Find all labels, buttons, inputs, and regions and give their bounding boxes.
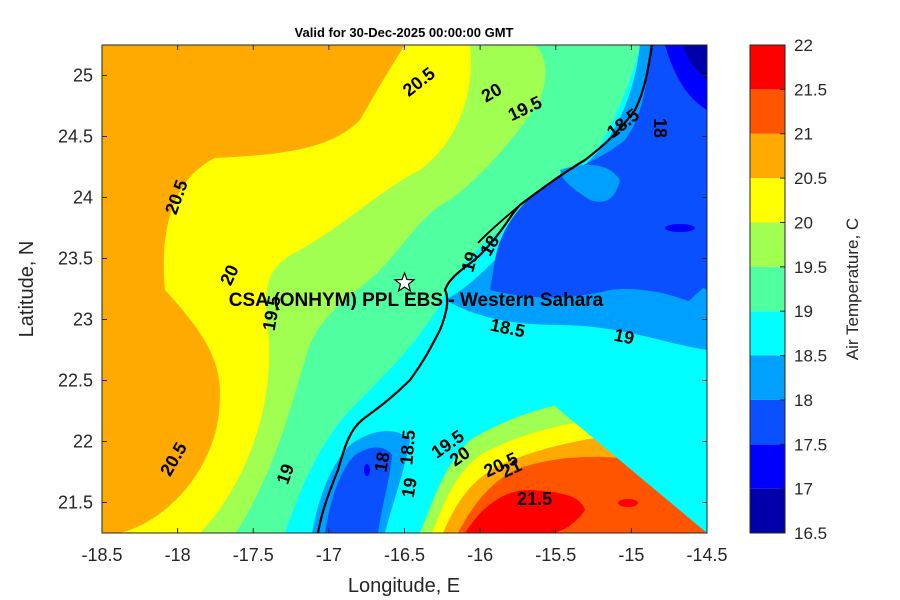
band-18-18.5-east-pocket bbox=[670, 285, 707, 345]
contour-label: 18 bbox=[371, 450, 394, 473]
colorbar-tick-label: 16.5 bbox=[794, 524, 827, 543]
colorbar-tick-label: 19 bbox=[794, 302, 813, 321]
coastline-inlet bbox=[477, 204, 521, 244]
colorbar-tick-label: 20 bbox=[794, 213, 813, 232]
colorbar-tick-label: 22 bbox=[794, 36, 813, 55]
site-star-marker bbox=[393, 271, 416, 293]
x-tick-label: -16 bbox=[467, 545, 493, 565]
x-tick-label: -15 bbox=[618, 545, 644, 565]
y-tick-label: 23.5 bbox=[58, 249, 93, 269]
band-21.5-22-spot bbox=[618, 499, 638, 507]
y-tick-label: 24 bbox=[73, 188, 93, 208]
y-tick-label: 23 bbox=[73, 310, 93, 330]
x-axis-label: Longitude, E bbox=[348, 575, 460, 597]
contour-label: 18.5 bbox=[396, 429, 419, 466]
band-16.5-17 bbox=[683, 45, 707, 80]
colorbar-segment bbox=[750, 355, 785, 400]
contour-label: 18 bbox=[650, 118, 670, 138]
y-tick-label: 24.5 bbox=[58, 127, 93, 147]
colorbar-segment bbox=[750, 45, 785, 90]
chart-title: Valid for 30-Dec-2025 00:00:00 GMT bbox=[295, 25, 514, 40]
colorbar-segment bbox=[750, 222, 785, 267]
colorbar-tick-label: 17 bbox=[794, 480, 813, 499]
x-tick-label: -15.5 bbox=[535, 545, 576, 565]
colorbar-tick-label: 17.5 bbox=[794, 435, 827, 454]
colorbar-segment bbox=[750, 266, 785, 312]
band-17.5-18-east bbox=[640, 148, 707, 290]
colorbar-segment bbox=[750, 444, 785, 489]
colorbar-tick-label: 21 bbox=[794, 125, 813, 144]
colorbar-segment bbox=[750, 488, 785, 533]
contour-label: 19 bbox=[398, 476, 421, 499]
colorbar-tick-label: 20.5 bbox=[794, 169, 827, 188]
colorbar-tick-label: 18 bbox=[794, 391, 813, 410]
colorbar-tick-label: 21.5 bbox=[794, 80, 827, 99]
contour-label: 19 bbox=[612, 325, 636, 349]
x-tick-label: -18 bbox=[165, 545, 191, 565]
y-tick-label: 22.5 bbox=[58, 371, 93, 391]
colorbar-segment bbox=[750, 311, 785, 356]
site-label: CSA (ONHYM) PPL EBS - Western Sahara bbox=[229, 290, 604, 311]
contour-fill-layer bbox=[102, 45, 707, 533]
x-tick-label: -16.5 bbox=[384, 545, 425, 565]
x-tick-label: -18.5 bbox=[81, 545, 122, 565]
x-tick-label: -17.5 bbox=[233, 545, 274, 565]
coastline-layer bbox=[316, 45, 654, 533]
colorbar-label: Air Temperature, C bbox=[843, 218, 862, 360]
site-layer: CSA (ONHYM) PPL EBS - Western Sahara bbox=[229, 271, 604, 311]
band-18.5-19-east bbox=[440, 310, 707, 533]
y-tick-label: 21.5 bbox=[58, 493, 93, 513]
coastline bbox=[316, 45, 654, 533]
y-tick-label: 25 bbox=[73, 66, 93, 86]
band-17.5-18-south bbox=[325, 447, 392, 533]
x-axis: -18.5 -18 -17.5 -17 -16.5 -16 -15.5 -15 -14.5 bbox=[81, 45, 728, 565]
y-axis: 21.5 22 22.5 23 23.5 24 24.5 25 bbox=[58, 66, 707, 513]
y-axis-label: Latitude, N bbox=[16, 241, 38, 338]
colorbar-segment bbox=[750, 178, 785, 223]
colorbar-tick-label: 18.5 bbox=[794, 347, 827, 366]
band-17-17.5-east-spot bbox=[665, 224, 695, 232]
band-17-17.5-south-spot bbox=[364, 464, 370, 476]
colorbar-tick-label: 19.5 bbox=[794, 258, 827, 277]
x-tick-label: -17 bbox=[316, 545, 342, 565]
colorbar-frame bbox=[749, 44, 786, 534]
colorbar-segment bbox=[750, 399, 785, 445]
colorbar: 16.5 17 17.5 18 18.5 19 19.5 20 20.5 21 21.5 22 bbox=[749, 36, 827, 543]
y-tick-label: 22 bbox=[73, 432, 93, 452]
band-21.5-22 bbox=[465, 490, 585, 533]
colorbar-segment bbox=[750, 89, 785, 134]
colorbar-segment bbox=[750, 133, 785, 179]
band-18-18.5-pocket bbox=[560, 164, 620, 202]
x-tick-label: -14.5 bbox=[686, 545, 727, 565]
contour-label: 21.5 bbox=[517, 489, 552, 509]
